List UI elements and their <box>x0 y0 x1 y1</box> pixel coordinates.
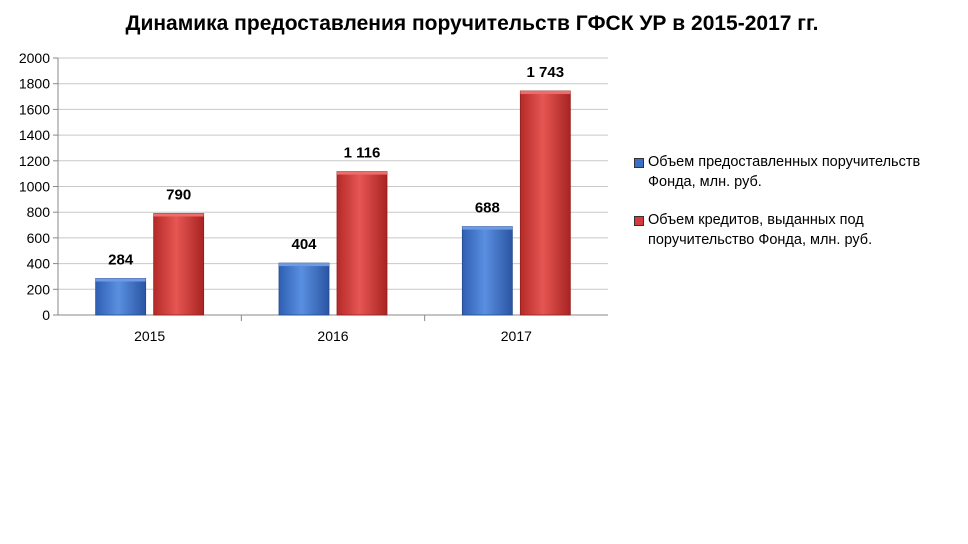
y-tick-label: 1800 <box>19 76 50 92</box>
bar-top-highlight <box>153 213 204 217</box>
data-label: 284 <box>108 252 134 269</box>
y-tick-label: 600 <box>27 230 51 246</box>
bar <box>95 278 147 316</box>
x-tick-label: 2017 <box>501 328 532 344</box>
gridlines <box>58 57 608 290</box>
bar <box>278 262 330 316</box>
y-tick-label: 0 <box>42 307 50 323</box>
data-label: 1 116 <box>344 145 381 162</box>
legend-item-credits: Объем кредитов, выданных под поручительс… <box>634 210 954 250</box>
data-label: 404 <box>291 236 317 253</box>
bar <box>519 90 571 316</box>
x-tick-label: 2015 <box>134 328 165 344</box>
legend-label-guarantees: Объем предоставленных поручительств Фонд… <box>648 154 921 190</box>
y-tick-label: 2000 <box>19 50 50 66</box>
data-label: 1 743 <box>527 64 565 81</box>
legend-item-guarantees: Объем предоставленных поручительств Фонд… <box>634 152 954 192</box>
y-tick-label: 1200 <box>19 153 50 169</box>
bar <box>461 226 513 316</box>
x-tick-label: 2016 <box>317 328 348 344</box>
chart-title: Динамика предоставления поручительств ГФ… <box>125 12 819 35</box>
y-tick-label: 800 <box>27 204 51 220</box>
bar <box>153 213 205 316</box>
y-tick-label: 1000 <box>19 179 50 195</box>
y-tick-label: 1600 <box>19 101 50 117</box>
data-labels: 284 790 404 1 116 688 1 743 <box>108 64 564 268</box>
axes: 0 200 400 600 800 1000 1200 1400 1600 1800 2000 201… <box>19 50 608 344</box>
y-tick-label: 200 <box>27 281 51 297</box>
data-label: 790 <box>166 186 191 203</box>
bar-top-highlight <box>95 278 146 282</box>
bar-top-highlight <box>520 91 571 95</box>
legend-swatch-blue <box>634 158 644 168</box>
bar-top-highlight <box>337 171 387 175</box>
bar-top-highlight <box>279 263 329 267</box>
legend-swatch-red <box>634 216 644 226</box>
legend: Объем предоставленных поручительств Фонд… <box>634 152 954 268</box>
legend-label-credits: Объем кредитов, выданных под поручительс… <box>648 212 873 248</box>
y-tick-label: 1400 <box>19 127 50 143</box>
data-label: 688 <box>475 200 500 217</box>
bar-top-highlight <box>462 226 513 230</box>
bars <box>95 90 571 316</box>
bar <box>336 171 388 316</box>
y-tick-label: 400 <box>27 256 51 272</box>
